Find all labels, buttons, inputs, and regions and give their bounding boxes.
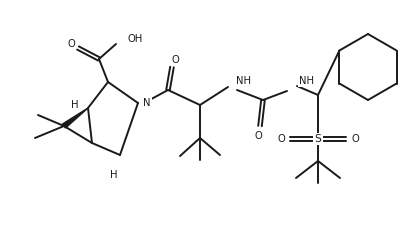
Text: O: O [254,131,262,141]
Text: O: O [67,39,75,49]
Text: O: O [171,55,179,65]
Polygon shape [63,108,88,128]
Text: OH: OH [128,34,143,44]
Text: S: S [315,134,321,144]
Text: NH: NH [299,76,314,86]
Text: O: O [351,134,359,144]
Text: O: O [277,134,285,144]
Text: H: H [71,100,78,110]
Text: N: N [143,98,150,108]
Text: H: H [110,170,118,180]
Text: NH: NH [236,76,251,86]
